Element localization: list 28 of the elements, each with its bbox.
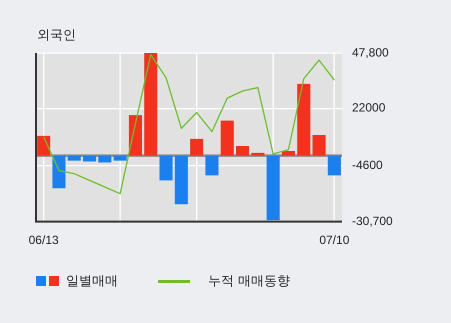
y-tick-label: 22000: [352, 100, 386, 115]
y-tick-label: 47,800: [352, 45, 390, 60]
x-tick-label: 07/10: [319, 233, 350, 248]
legend-label: 누적 매매동향: [208, 273, 290, 290]
y-tick-label: -30,700: [352, 214, 394, 228]
bar: [83, 156, 96, 162]
bar: [128, 115, 142, 156]
bar: [220, 120, 234, 156]
bar: [98, 156, 112, 163]
legend-label: 일별매매: [66, 273, 118, 290]
bar: [312, 135, 326, 156]
bar: [174, 156, 188, 204]
bar: [37, 136, 50, 156]
bar: [236, 146, 250, 156]
y-tick-label: -4600: [352, 158, 384, 172]
bar: [328, 156, 341, 176]
bar: [266, 156, 280, 220]
bar: [190, 138, 204, 156]
bar: [160, 156, 173, 180]
bar: [114, 156, 127, 161]
bar: [205, 156, 218, 176]
x-tick-label: 06/13: [28, 233, 59, 248]
bar: [297, 84, 310, 156]
chart-title: 외국인: [37, 27, 76, 44]
bar: [68, 156, 81, 161]
bar: [144, 53, 158, 156]
bar: [52, 156, 66, 188]
bar: [282, 150, 295, 156]
